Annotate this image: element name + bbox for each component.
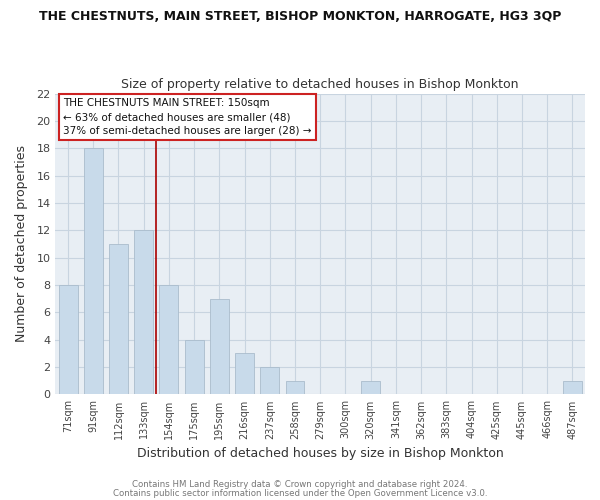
Title: Size of property relative to detached houses in Bishop Monkton: Size of property relative to detached ho… [121,78,519,91]
X-axis label: Distribution of detached houses by size in Bishop Monkton: Distribution of detached houses by size … [137,447,503,460]
Bar [286,381,304,394]
Text: Contains public sector information licensed under the Open Government Licence v3: Contains public sector information licen… [113,488,487,498]
Bar [361,381,380,394]
Bar [84,148,103,394]
Bar [134,230,153,394]
Bar [59,285,77,395]
Text: Contains HM Land Registry data © Crown copyright and database right 2024.: Contains HM Land Registry data © Crown c… [132,480,468,489]
Bar [235,354,254,395]
Bar [109,244,128,394]
Y-axis label: Number of detached properties: Number of detached properties [15,146,28,342]
Bar [260,367,279,394]
Bar [563,381,582,394]
Bar [185,340,203,394]
Bar [160,285,178,395]
Text: THE CHESTNUTS MAIN STREET: 150sqm
← 63% of detached houses are smaller (48)
37% : THE CHESTNUTS MAIN STREET: 150sqm ← 63% … [64,98,312,136]
Bar [210,298,229,394]
Text: THE CHESTNUTS, MAIN STREET, BISHOP MONKTON, HARROGATE, HG3 3QP: THE CHESTNUTS, MAIN STREET, BISHOP MONKT… [39,10,561,23]
